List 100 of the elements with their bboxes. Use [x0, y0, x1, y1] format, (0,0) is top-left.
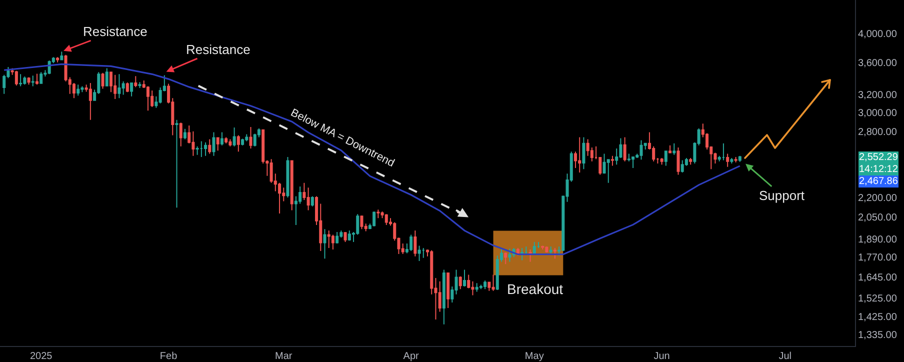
- candlestick: [528, 248, 532, 262]
- candlestick: [336, 231, 339, 244]
- candlestick: [384, 214, 388, 226]
- candlestick: [212, 132, 216, 156]
- line-series: [3, 63, 741, 256]
- candlestick: [360, 215, 364, 230]
- candlestick: [232, 126, 236, 147]
- candlestick: [348, 230, 351, 242]
- candlestick: [88, 82, 92, 120]
- candlestick: [492, 274, 495, 292]
- candlestick: [310, 196, 314, 207]
- candlestick: [344, 231, 347, 243]
- y-tick-label: 1,770.00: [858, 252, 898, 264]
- candlestick: [179, 122, 182, 147]
- candlestick: [689, 158, 692, 166]
- y-tick-label: 1,335.00: [858, 330, 898, 341]
- candlestick: [14, 70, 18, 86]
- candlestick: [130, 82, 134, 97]
- candlestick: [196, 146, 199, 156]
- text: 2,552.29: [859, 152, 898, 163]
- candlestick: [35, 73, 38, 86]
- candlestick: [680, 160, 684, 173]
- candlestick: [484, 280, 487, 290]
- y-tick-label: 1,645.00: [858, 272, 898, 284]
- candlestick: [31, 75, 34, 87]
- candlestick: [462, 269, 466, 288]
- candlestick: [541, 245, 544, 250]
- candlestick: [640, 140, 643, 160]
- text: 2,467.86: [859, 176, 898, 187]
- candlestick: [532, 242, 536, 255]
- candlestick: [208, 138, 212, 154]
- x-tick-label: Apr: [403, 351, 420, 362]
- candlestick: [126, 82, 129, 93]
- candlestick: [410, 234, 413, 252]
- candlestick: [722, 142, 725, 161]
- candlestick: [286, 156, 290, 198]
- candlestick: [508, 248, 512, 262]
- candlestick: [27, 76, 30, 86]
- candlestick: [138, 82, 142, 88]
- candlestick: [323, 228, 326, 260]
- candlestick: [578, 136, 582, 173]
- candlestick: [446, 272, 450, 309]
- candlestick: [422, 247, 425, 258]
- candlestick: [220, 132, 224, 146]
- candlestick: [236, 134, 240, 152]
- candlestick: [504, 252, 508, 265]
- candlestick: [632, 156, 635, 168]
- candlestick: [19, 74, 22, 87]
- x-tick-label: Jul: [778, 351, 792, 362]
- candlestick: [730, 158, 734, 164]
- candlestick: [734, 156, 738, 163]
- candlestick: [175, 119, 178, 208]
- candlestick: [623, 136, 626, 162]
- y-tick-label: 3,200.00: [858, 90, 898, 102]
- candlestick: [331, 234, 334, 250]
- candlestick: [610, 155, 614, 166]
- candlestick: [60, 51, 64, 61]
- candlestick: [105, 68, 108, 87]
- y-tick-label: 1,425.00: [858, 312, 898, 324]
- candlestick: [56, 56, 60, 63]
- candlestick: [80, 86, 84, 93]
- y-tick-label: 1,890.00: [858, 234, 898, 246]
- y-tick-label: 4,000.00: [858, 29, 898, 40]
- x-tick-label: May: [524, 351, 544, 362]
- candlestick: [545, 246, 548, 253]
- candlestick: [306, 187, 310, 211]
- candlestick: [118, 74, 121, 99]
- candlestick: [676, 146, 680, 176]
- candlestick: [249, 126, 252, 150]
- text: 14:12:12: [859, 164, 898, 175]
- candlestick: [549, 246, 552, 256]
- candlestick: [200, 140, 203, 158]
- y-tick-label: 3,600.00: [858, 58, 898, 69]
- candlestick: [76, 84, 80, 96]
- candlestick: [672, 142, 676, 156]
- candlestick: [660, 158, 664, 166]
- candlestick: [738, 155, 742, 162]
- candlestick: [726, 153, 730, 168]
- candlestick: [150, 90, 154, 108]
- candlestick: [327, 230, 330, 248]
- candlestick: [520, 247, 524, 261]
- x-tick-label: 2025: [30, 351, 53, 362]
- candlestick: [414, 230, 417, 257]
- candlestick: [245, 134, 248, 142]
- annotation: Support: [759, 188, 805, 203]
- candlestick: [668, 144, 672, 154]
- y-tick-label: 3,000.00: [858, 108, 898, 119]
- candlestick: [40, 72, 43, 84]
- annotation: Resistance: [186, 42, 250, 57]
- candlestick: [418, 245, 421, 262]
- candlestick: [553, 247, 556, 260]
- candlestick: [183, 128, 186, 140]
- y-tick-label: 2,800.00: [858, 126, 898, 138]
- y-tick-label: 2,200.00: [858, 192, 898, 204]
- candlestick: [664, 150, 668, 166]
- candlestick: [376, 209, 380, 219]
- candlestick: [479, 284, 482, 290]
- candlestick: [228, 138, 232, 147]
- candlestick: [582, 136, 586, 170]
- candlestick: [290, 160, 294, 211]
